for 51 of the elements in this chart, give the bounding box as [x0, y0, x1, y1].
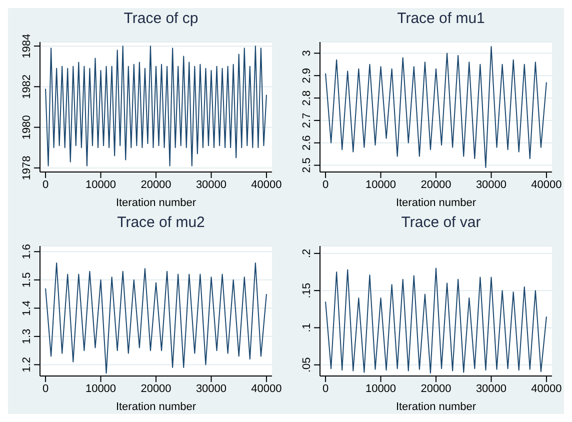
y-tick-label: 1.3 [21, 328, 33, 344]
line-series [325, 46, 547, 168]
x-tick-label: 10000 [365, 382, 396, 395]
y-tick-label: .2 [301, 248, 313, 258]
x-tick-label: 30000 [196, 178, 227, 191]
y-tick-label: 1984 [21, 34, 33, 58]
x-tick-label: 40000 [531, 382, 562, 395]
x-tick-label: 10000 [365, 178, 396, 191]
x-axis-title: Iteration number [396, 197, 476, 209]
y-tick-label: .05 [301, 357, 313, 373]
y-tick-label: 1982 [21, 74, 33, 99]
line-series [45, 262, 267, 374]
y-tick-label: .15 [301, 282, 313, 298]
y-tick-label: 2.9 [301, 68, 313, 84]
line-series [325, 268, 547, 374]
y-tick-label: 2.7 [301, 112, 313, 128]
y-tick-label: 2.5 [301, 158, 313, 173]
x-tick-label: 0 [42, 382, 49, 395]
x-tick-label: 10000 [85, 382, 116, 395]
x-tick-label: 0 [42, 178, 49, 191]
y-tick-label: 2.8 [301, 90, 313, 106]
y-tick-label: 1.5 [21, 272, 33, 288]
x-tick-label: 10000 [85, 178, 116, 191]
y-tick-label: 3 [301, 50, 313, 56]
x-axis-title: Iteration number [116, 401, 196, 413]
chart-title: Trace of mu1 [396, 10, 486, 28]
x-axis-title: Iteration number [116, 197, 196, 209]
chart-title: Trace of cp [122, 10, 200, 28]
y-tick-label: .1 [301, 323, 313, 332]
x-tick-label: 20000 [140, 382, 172, 395]
x-tick-label: 0 [322, 178, 329, 191]
y-tick-label: 1978 [21, 156, 33, 180]
chart-title: Trace of mu2 [116, 214, 206, 232]
x-tick-label: 20000 [140, 178, 172, 191]
x-tick-label: 20000 [420, 178, 452, 191]
x-tick-label: 30000 [476, 382, 507, 395]
y-tick-label: 1.2 [21, 357, 33, 372]
x-tick-label: 0 [322, 382, 329, 395]
y-tick-label: 1980 [21, 115, 33, 140]
y-tick-label: 2.6 [301, 135, 313, 151]
line-series [45, 46, 267, 166]
y-tick-label: 1.4 [21, 300, 33, 316]
x-tick-label: 40000 [251, 178, 282, 191]
x-tick-label: 20000 [420, 382, 452, 395]
y-tick-label: 1.6 [21, 244, 33, 260]
x-tick-label: 30000 [476, 178, 507, 191]
x-tick-label: 40000 [251, 382, 282, 395]
chart-title: Trace of var [400, 214, 482, 232]
x-axis-title: Iteration number [396, 401, 476, 413]
x-tick-label: 30000 [196, 382, 227, 395]
x-tick-label: 40000 [531, 178, 562, 191]
